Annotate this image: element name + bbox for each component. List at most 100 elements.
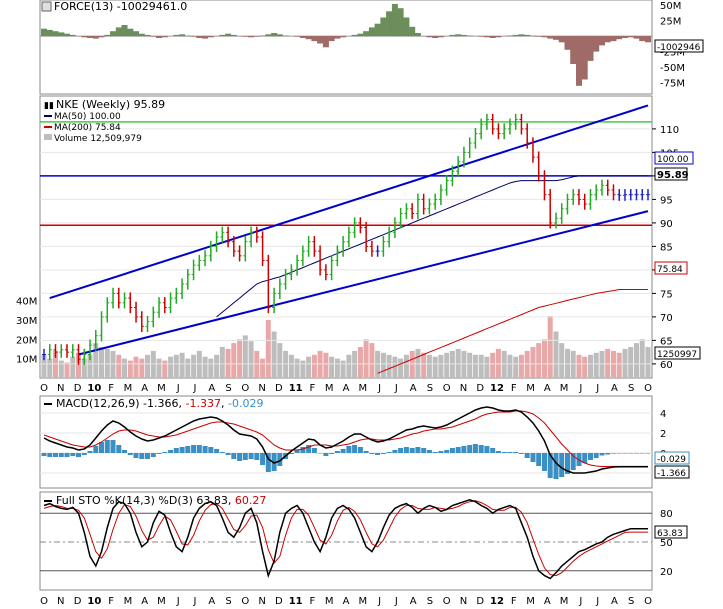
x-tick: F [511, 383, 517, 394]
macd-hist-bar [76, 453, 81, 457]
price-bar [197, 254, 202, 271]
force-bar [380, 17, 387, 37]
volume-bar [254, 350, 260, 378]
force-y-tick: -50M [660, 63, 685, 74]
ma200-legend: MA(200) 75.84 [54, 123, 121, 133]
force-bar [518, 34, 525, 37]
x-tick: A [544, 383, 551, 394]
force-bar [161, 36, 168, 38]
volume-bar [87, 354, 93, 379]
macd-hist-bar [53, 453, 58, 457]
force-bar [64, 33, 70, 37]
x-tick: J [595, 596, 599, 607]
force-bar [138, 33, 145, 37]
macd-hist-bar [323, 453, 329, 456]
force-bar [225, 33, 232, 37]
price-bar [237, 245, 242, 262]
volume-bar [231, 343, 237, 378]
volume-bar [398, 358, 404, 378]
volume-bar [306, 356, 312, 378]
x-tick: A [544, 596, 551, 607]
macd-hist-bar [507, 452, 513, 453]
macd-y-tick: 4 [660, 409, 666, 420]
volume-bar [357, 347, 363, 378]
panel-frame-3 [39, 491, 653, 591]
price-bar [640, 189, 645, 201]
volume-bar [76, 352, 81, 378]
price-bar [536, 151, 541, 182]
x-tick: N [258, 596, 265, 607]
volume-bar [444, 352, 450, 378]
x-tick: O [443, 383, 451, 394]
force-bar [242, 36, 249, 37]
price-bar [139, 311, 144, 332]
x-tick: D [275, 383, 283, 394]
macd-value-tag [654, 465, 690, 479]
volume-bar [507, 354, 513, 379]
x-tick: M [526, 596, 535, 607]
macd-hist-bar [156, 453, 162, 454]
price-y-tick: 110 [660, 125, 679, 136]
force-bar [409, 26, 416, 37]
volume-bar [248, 341, 254, 378]
volume-bar [127, 360, 133, 378]
macd-hist-bar [64, 453, 70, 457]
macd-hist-bar [639, 453, 645, 454]
volume-bar [467, 352, 473, 378]
volume-bar [438, 354, 444, 379]
price-bar [444, 174, 449, 196]
macd-hist-bar [242, 453, 248, 460]
sto-k-value-tag-text: 63.83 [657, 529, 683, 539]
sto-grid [40, 512, 652, 572]
force-bar [156, 36, 162, 38]
volume-bar [47, 358, 53, 378]
volume-bar [58, 360, 64, 378]
force-bar [489, 36, 496, 38]
force-bar [351, 34, 358, 37]
macd-hist-bar [611, 453, 616, 454]
macd-y-tick: 2 [660, 429, 666, 440]
x-tick: O [241, 596, 249, 607]
volume-bar [628, 347, 634, 378]
x-tick: A [343, 383, 350, 394]
macd-hist-bar [582, 453, 588, 463]
force-bar [46, 29, 53, 37]
volume-bar [329, 356, 335, 378]
volume-bar [156, 358, 162, 378]
volume-legend: Volume 12,509,979 [54, 134, 142, 144]
price-bar [295, 254, 300, 276]
macd-hist-bar [478, 445, 484, 453]
macd-hist-bar [329, 453, 335, 454]
macd-hist-bar [375, 453, 381, 455]
volume-bar [553, 331, 559, 378]
price-bar [272, 287, 277, 314]
macd-hist-bar [145, 453, 150, 459]
force-bar [282, 35, 289, 37]
x-tick: 10 [87, 596, 101, 607]
x-tick: S [427, 596, 433, 607]
price-bar [553, 212, 558, 229]
force-bar [104, 34, 111, 37]
price-trend-channel [49, 104, 649, 356]
volume-bar [300, 360, 306, 378]
price-bar [306, 236, 311, 257]
price-bar [381, 236, 386, 257]
price-bar [82, 348, 87, 365]
price-bar [128, 292, 133, 314]
macd-hist-bar [185, 446, 191, 453]
force-y-axis: 50M 25M -25M -50M -75M [660, 1, 685, 90]
price-y-tick: 85 [660, 242, 673, 253]
force-bar [576, 36, 582, 86]
price-bar [369, 240, 374, 257]
x-tick: A [410, 383, 417, 394]
force-bar [363, 31, 370, 37]
macd-hist-bar [110, 440, 116, 453]
volume-bar [363, 339, 369, 379]
volume-bar [334, 358, 340, 378]
force-legend-swatch [41, 1, 52, 12]
macd-hist-bar [191, 445, 197, 453]
force-bar [645, 36, 651, 43]
price-bar [341, 236, 346, 257]
force-bar [265, 34, 272, 37]
x-tick: S [628, 596, 634, 607]
